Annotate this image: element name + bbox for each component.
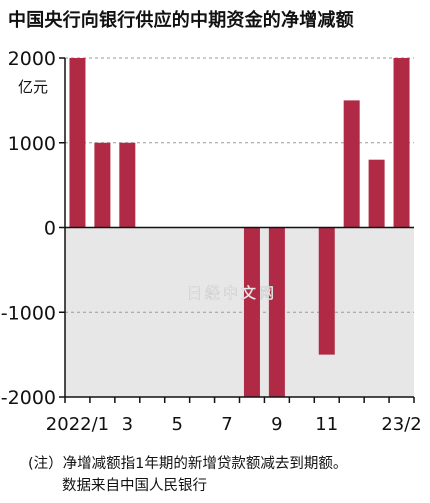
bars (69, 58, 410, 397)
x-tick-label: 23/2 (381, 414, 421, 435)
footnote-source: 数据来自中国人民银行 (62, 478, 207, 494)
bar (393, 58, 410, 228)
y-tick-label: -1000 (1, 302, 56, 324)
tick-labels: 2000 1000 0 -1000 -2000 2022/1 3 5 7 9 11 23/2 (1, 48, 422, 435)
x-tick-label: 2022/1 (46, 414, 109, 435)
x-tick-label: 7 (221, 414, 232, 435)
x-tick-label: 11 (315, 414, 338, 435)
x-tick-label: 9 (271, 414, 282, 435)
x-tick-label: 3 (122, 414, 133, 435)
bar (94, 142, 111, 228)
y-tick-label: 2000 (8, 48, 56, 70)
y-tick-label: 0 (44, 218, 56, 240)
y-axis-unit-label: 亿元 (18, 78, 48, 96)
footnote-definition: (注）净增减额指1年期的新增贷款额减去到期额。 (28, 456, 348, 472)
watermark: 日经中文网 (187, 284, 277, 302)
y-tick-label: 1000 (8, 133, 56, 155)
bar (268, 227, 285, 397)
x-tick-label: 5 (171, 414, 182, 435)
bar (318, 227, 335, 355)
bar (368, 159, 385, 228)
bar (69, 58, 86, 228)
axes (59, 57, 415, 403)
chart-title: 中国央行向银行供应的中期资金的净增减额 (8, 10, 354, 31)
bar (343, 100, 360, 228)
bar (119, 142, 136, 228)
y-tick-label: -2000 (1, 387, 56, 409)
bar (243, 227, 260, 397)
bar-chart: 2000 1000 0 -1000 -2000 2022/1 3 5 7 9 11 23/2 亿元 日… (1, 48, 422, 435)
